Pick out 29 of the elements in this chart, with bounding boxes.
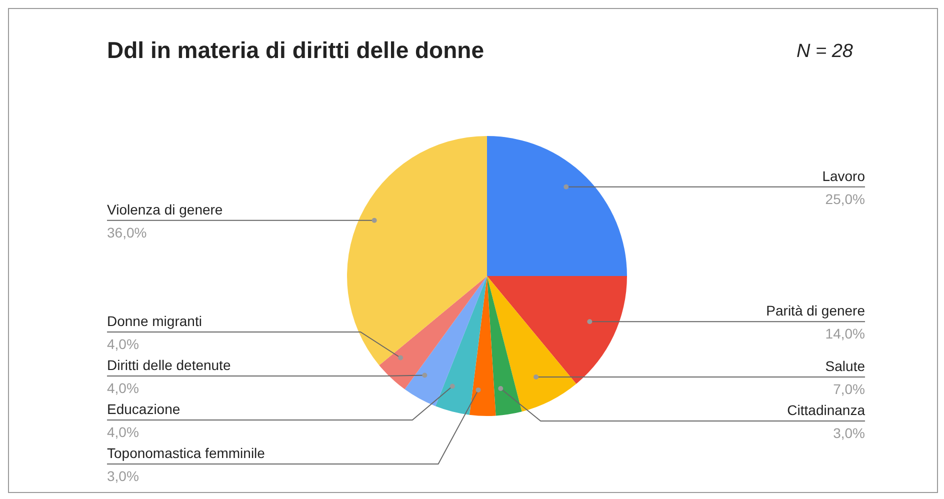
data-label: 7,0% bbox=[833, 381, 865, 398]
data-label: 25,0% bbox=[825, 190, 865, 207]
slice-label: Toponomastica femminile bbox=[107, 445, 266, 461]
slice-label: Educazione bbox=[107, 401, 180, 417]
pie-slice bbox=[379, 276, 487, 390]
slice-label: Violenza di genere bbox=[107, 201, 223, 218]
slice-label: Donne migranti bbox=[107, 313, 202, 329]
pie-slice bbox=[435, 276, 487, 415]
pie-slice bbox=[487, 276, 576, 412]
data-label: 3,0% bbox=[107, 468, 139, 484]
pie-slice bbox=[487, 276, 627, 384]
data-label: 36,0% bbox=[107, 224, 147, 240]
slice-label: Salute bbox=[825, 358, 866, 374]
data-label: 4,0% bbox=[107, 336, 139, 352]
data-label: 4,0% bbox=[107, 380, 139, 396]
pie-slice bbox=[347, 136, 487, 366]
pie-slice bbox=[469, 276, 496, 416]
data-label: 3,0% bbox=[833, 425, 865, 442]
chart-title: Ddl in materia di diritti delle donne bbox=[107, 37, 484, 64]
slice-label: Lavoro bbox=[822, 168, 866, 184]
slice-label: Parità di genere bbox=[766, 302, 866, 319]
pie-slice bbox=[404, 276, 487, 406]
data-label: 14,0% bbox=[825, 326, 865, 342]
pie-slice bbox=[487, 276, 522, 416]
data-label: 4,0% bbox=[107, 424, 139, 440]
slice-label: Cittadinanza bbox=[787, 402, 866, 418]
text: N = 28 bbox=[796, 41, 853, 63]
slice-label: Diritti delle detenute bbox=[107, 357, 231, 373]
pie-slice bbox=[487, 136, 627, 276]
